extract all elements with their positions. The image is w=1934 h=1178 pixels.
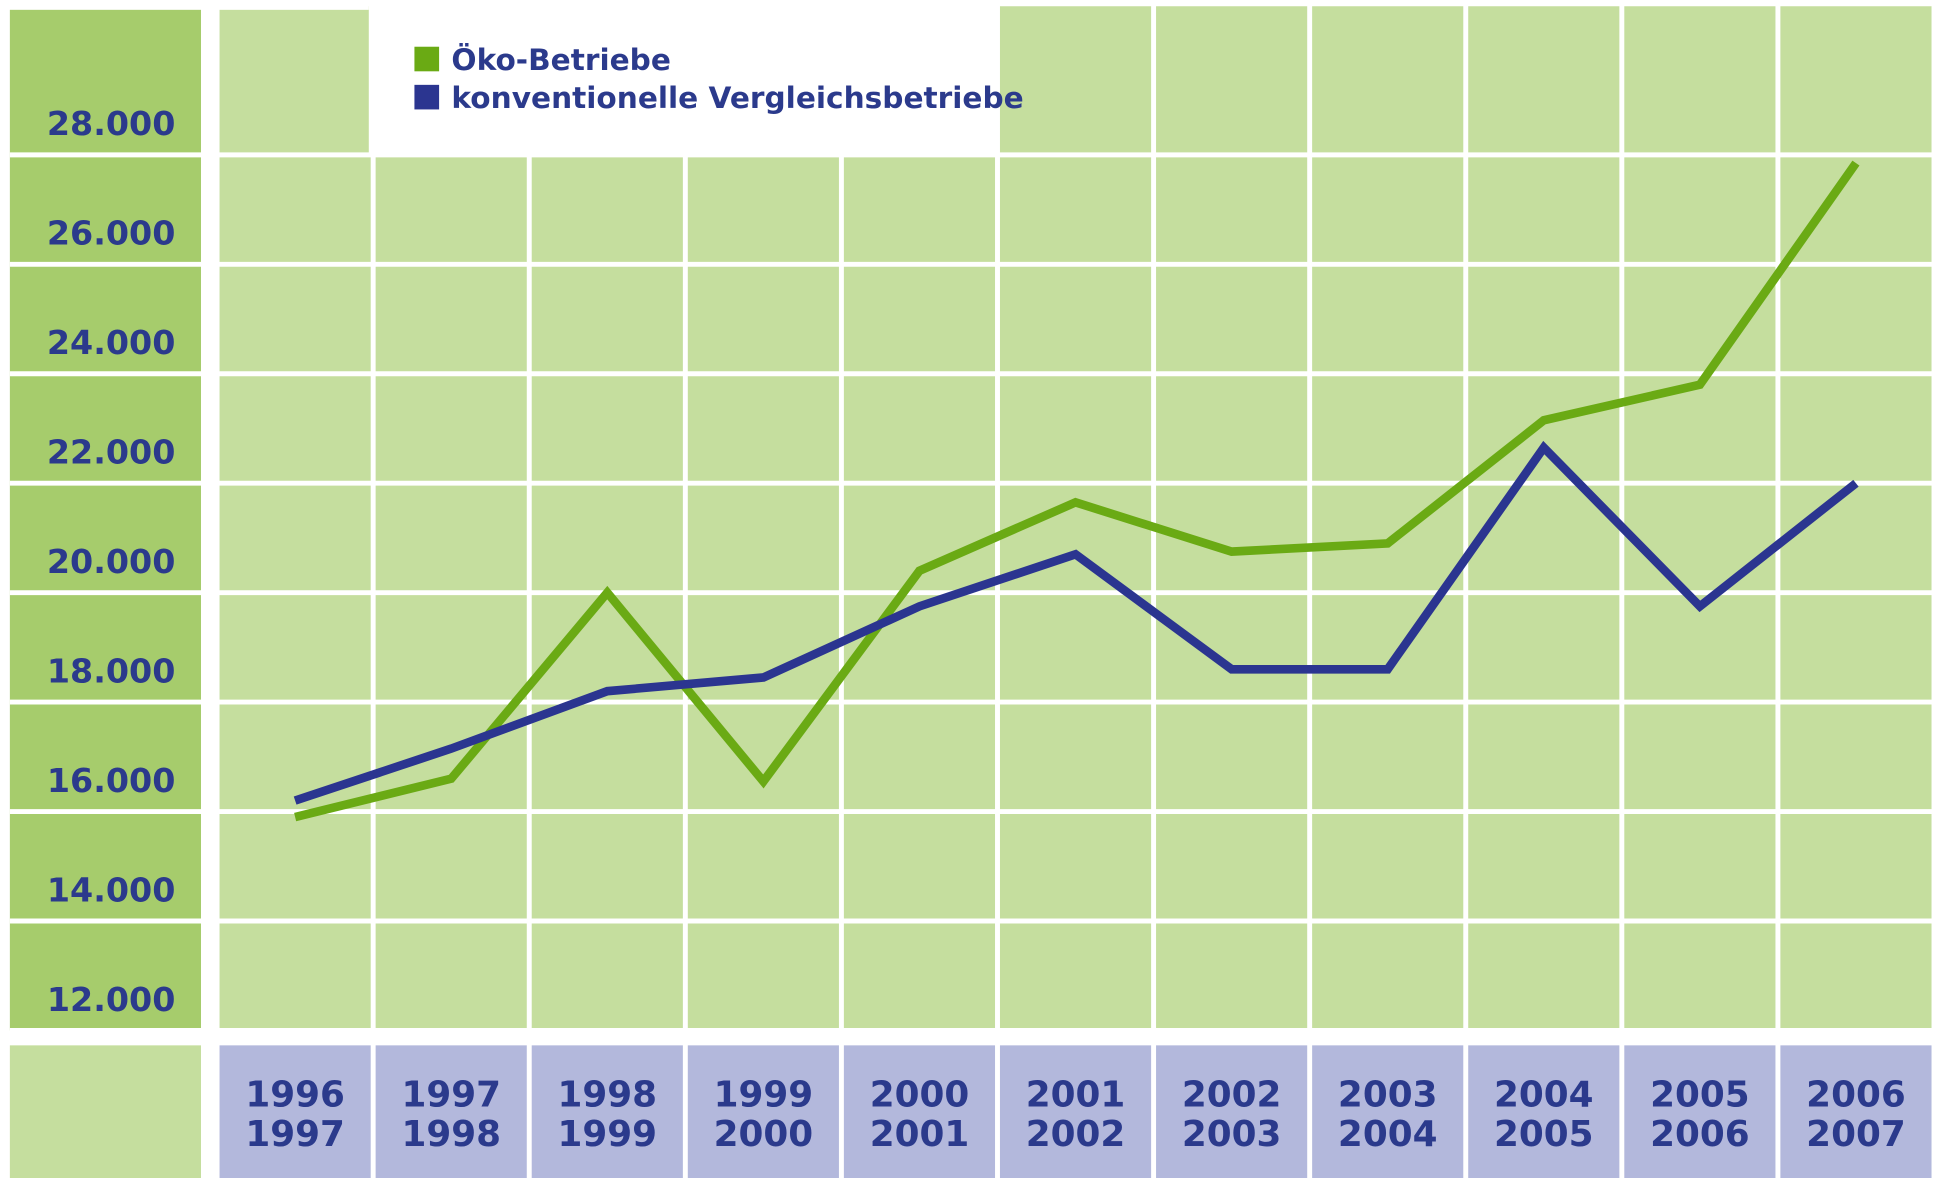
- y-tick-label: 12.000: [47, 980, 176, 1019]
- corner-cell: [9, 1045, 202, 1178]
- x-tick-label: 1998: [401, 1114, 501, 1155]
- x-tick-label: 2003: [1182, 1114, 1282, 1155]
- y-tick-label: 14.000: [47, 870, 176, 909]
- y-tick-label: 28.000: [47, 104, 176, 143]
- x-tick-label: 1998: [558, 1075, 658, 1116]
- legend-swatch: [414, 84, 440, 110]
- y-tick-label: 20.000: [47, 542, 176, 581]
- x-tick-label: 2000: [714, 1114, 814, 1155]
- x-tick-label: 2001: [1026, 1075, 1126, 1116]
- y-tick-label: 22.000: [47, 433, 176, 472]
- x-tick-label: 2004: [1494, 1075, 1594, 1116]
- x-tick-label: 1999: [714, 1075, 814, 1116]
- x-tick-label: 2006: [1650, 1114, 1750, 1155]
- x-tick-label: 2005: [1494, 1114, 1594, 1155]
- legend-box: [368, 0, 997, 155]
- legend-label: konventionelle Vergleichsbetriebe: [451, 81, 1023, 115]
- x-tick-label: 1996: [245, 1075, 345, 1116]
- x-tick-label: 1997: [401, 1075, 501, 1116]
- y-tick-label: 24.000: [47, 323, 176, 362]
- series-line: [294, 160, 1860, 822]
- series-line: [293, 440, 1859, 805]
- y-tick-label: 18.000: [47, 651, 176, 690]
- legend-label: Öko-Betriebe: [451, 41, 670, 77]
- x-tick-label: 2007: [1806, 1114, 1906, 1155]
- x-tick-label: 2005: [1650, 1075, 1750, 1116]
- legend-swatch: [414, 46, 440, 72]
- x-tick-label: 2006: [1806, 1075, 1906, 1116]
- plot-area: [217, 6, 1934, 1031]
- top-edge: [217, 0, 1934, 7]
- y-axis-column: [9, 9, 202, 1031]
- x-axis-row: [217, 1045, 1934, 1178]
- x-tick-label: 2001: [870, 1114, 970, 1155]
- x-tick-label: 2002: [1026, 1114, 1126, 1155]
- x-tick-label: 2003: [1338, 1075, 1438, 1116]
- x-tick-label: 2002: [1182, 1075, 1282, 1116]
- x-tick-label: 1997: [245, 1114, 345, 1155]
- x-tick-label: 2000: [870, 1075, 970, 1116]
- y-tick-label: 26.000: [47, 214, 176, 253]
- x-tick-label: 2004: [1338, 1114, 1438, 1155]
- y-tick-label: 16.000: [47, 761, 176, 800]
- x-tick-label: 1999: [558, 1114, 658, 1155]
- top-edge-left: [217, 0, 369, 10]
